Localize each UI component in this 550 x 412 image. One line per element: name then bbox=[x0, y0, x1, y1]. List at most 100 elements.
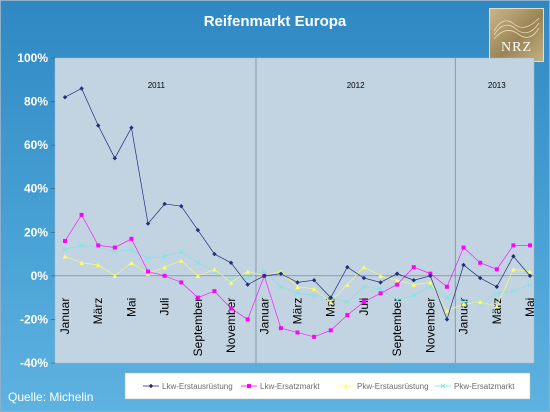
x-tick-label: Mai bbox=[523, 298, 537, 317]
data-point bbox=[311, 286, 317, 292]
data-point bbox=[195, 273, 201, 279]
data-point bbox=[345, 313, 350, 318]
legend-label: Lkw-Erstausrüstung bbox=[162, 382, 233, 391]
data-point bbox=[62, 95, 68, 100]
logo-pattern-icon bbox=[493, 17, 540, 40]
data-point bbox=[245, 269, 250, 274]
legend-item: Pkw-Ersatzmarkt bbox=[435, 382, 515, 391]
data-point bbox=[145, 271, 151, 276]
x-tick-label: September bbox=[191, 298, 205, 357]
data-point bbox=[96, 243, 101, 248]
data-point bbox=[178, 249, 184, 255]
data-point bbox=[494, 304, 499, 309]
data-point bbox=[312, 334, 317, 339]
data-point bbox=[261, 269, 267, 274]
x-tick-label: Mai bbox=[324, 298, 338, 317]
data-point bbox=[428, 280, 433, 285]
data-point bbox=[112, 273, 118, 279]
year-label: 2012 bbox=[347, 81, 365, 90]
y-tick-label: 60% bbox=[24, 138, 48, 152]
data-point bbox=[461, 262, 466, 268]
year-label: 2011 bbox=[148, 81, 166, 90]
data-point bbox=[247, 384, 251, 388]
data-point bbox=[79, 86, 84, 91]
x-tick-label: Januar bbox=[457, 298, 471, 335]
series-3 bbox=[62, 242, 533, 307]
data-point bbox=[62, 254, 68, 259]
data-point bbox=[179, 280, 184, 285]
data-point bbox=[112, 156, 118, 161]
data-point bbox=[477, 299, 483, 305]
data-point bbox=[129, 125, 134, 130]
data-point bbox=[527, 282, 533, 288]
data-point bbox=[527, 269, 533, 274]
x-tick-label: März bbox=[490, 298, 504, 325]
data-point bbox=[378, 291, 383, 296]
data-point bbox=[63, 239, 67, 243]
data-point bbox=[511, 267, 516, 272]
x-tick-label: September bbox=[390, 298, 404, 357]
data-point bbox=[245, 275, 251, 281]
data-point bbox=[395, 282, 400, 287]
data-point bbox=[79, 242, 85, 248]
data-point bbox=[344, 299, 350, 305]
data-point bbox=[411, 292, 417, 298]
data-point bbox=[440, 383, 446, 389]
x-tick-label: März bbox=[291, 298, 305, 325]
data-point bbox=[79, 260, 84, 265]
data-point bbox=[146, 269, 151, 274]
data-point bbox=[328, 299, 333, 305]
data-point bbox=[411, 265, 416, 270]
y-tick-label: 40% bbox=[24, 182, 48, 196]
data-point bbox=[79, 212, 84, 217]
data-point bbox=[295, 284, 300, 289]
data-point bbox=[195, 260, 201, 266]
data-point bbox=[461, 301, 466, 307]
data-point bbox=[129, 236, 134, 241]
data-point bbox=[96, 262, 101, 268]
data-point bbox=[245, 317, 250, 322]
y-tick-label: 100% bbox=[17, 51, 48, 65]
data-point bbox=[311, 292, 317, 298]
data-point bbox=[378, 273, 383, 279]
data-point bbox=[162, 253, 168, 259]
data-point bbox=[278, 271, 284, 276]
legend bbox=[124, 372, 531, 400]
data-point bbox=[145, 255, 151, 261]
data-point bbox=[444, 317, 450, 322]
data-point bbox=[162, 273, 167, 278]
data-point bbox=[112, 245, 117, 250]
data-point bbox=[145, 221, 151, 226]
data-point bbox=[212, 251, 217, 257]
x-tick-label: Mai bbox=[124, 298, 138, 317]
series-2 bbox=[62, 254, 533, 313]
data-point bbox=[494, 290, 500, 296]
data-point bbox=[428, 273, 433, 279]
data-point bbox=[444, 295, 450, 301]
data-point bbox=[295, 330, 300, 335]
legend-label: Pkw-Erstausrüstung bbox=[357, 382, 429, 391]
data-point bbox=[411, 278, 416, 283]
x-tick-label: November bbox=[423, 298, 437, 353]
data-point bbox=[128, 247, 134, 253]
data-point bbox=[343, 383, 349, 389]
nrz-logo: NRZ bbox=[489, 8, 544, 62]
data-point bbox=[278, 284, 284, 290]
data-point bbox=[148, 383, 154, 389]
data-point bbox=[511, 254, 516, 259]
data-point bbox=[345, 282, 350, 287]
data-point bbox=[179, 203, 184, 209]
data-point bbox=[179, 258, 184, 263]
data-point bbox=[361, 264, 367, 270]
data-point bbox=[361, 275, 367, 281]
data-point bbox=[345, 264, 350, 270]
data-point bbox=[477, 275, 483, 281]
data-point bbox=[278, 326, 283, 331]
data-point bbox=[229, 306, 234, 311]
x-tick-label: März bbox=[91, 298, 105, 325]
plot-area bbox=[54, 57, 535, 364]
data-point bbox=[112, 249, 118, 255]
data-point bbox=[62, 247, 68, 253]
logo-text: NRZ bbox=[501, 40, 532, 55]
